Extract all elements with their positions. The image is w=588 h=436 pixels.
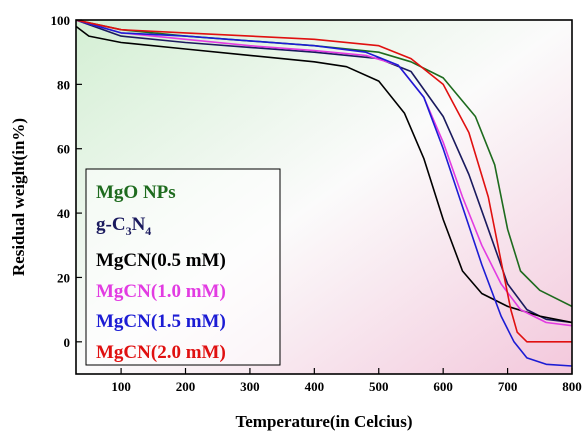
- ticks-layer: 100 200 300 400 500 600 700 800 0 20 40 60 80 100: [51, 13, 582, 394]
- series-line-5: [76, 20, 572, 343]
- legend-item-1-mid: N: [132, 214, 146, 235]
- x-tick-label-2: 300: [240, 379, 260, 394]
- series-line-4: [76, 20, 572, 367]
- y-tick-label-5: 100: [51, 13, 71, 28]
- x-tick-label-1: 200: [176, 379, 196, 394]
- y-tick-label-1: 20: [57, 270, 70, 285]
- x-tick-label-5: 600: [433, 379, 453, 394]
- legend-item-1: g-C3N4: [96, 214, 151, 238]
- y-tick-label-3: 60: [57, 142, 70, 157]
- x-tick-label-7: 800: [562, 379, 582, 394]
- x-tick-label-3: 400: [305, 379, 325, 394]
- y-axis-title: Residual weight(in%): [9, 118, 28, 276]
- plot-frame: [75, 19, 573, 375]
- y-tick-label-2: 40: [57, 206, 70, 221]
- legend-item-4: MgCN(1.5 mM): [96, 311, 226, 332]
- legend-item-1-sub1: 3: [126, 224, 132, 238]
- series-line-1: [76, 20, 572, 324]
- legend-item-0: MgO NPs: [96, 182, 176, 203]
- legend-item-1-main: g-C: [96, 214, 126, 235]
- series-layer: [76, 20, 572, 367]
- legend-item-1-sub2: 4: [145, 224, 151, 238]
- legend-item-3: MgCN(1.0 mM): [96, 281, 226, 302]
- x-axis-title: Temperature(in Celcius): [235, 412, 412, 431]
- y-tick-label-4: 80: [57, 77, 70, 92]
- x-tick-label-4: 500: [369, 379, 389, 394]
- legend: MgO NPs g-C3N4 MgCN(0.5 mM) MgCN(1.0 mM)…: [85, 168, 281, 366]
- legend-item-2: MgCN(0.5 mM): [96, 250, 226, 271]
- legend-box: [85, 168, 281, 366]
- x-tick-label-6: 700: [498, 379, 518, 394]
- x-tick-label-0: 100: [111, 379, 131, 394]
- legend-item-5: MgCN(2.0 mM): [96, 342, 226, 363]
- y-tick-label-0: 0: [64, 335, 71, 350]
